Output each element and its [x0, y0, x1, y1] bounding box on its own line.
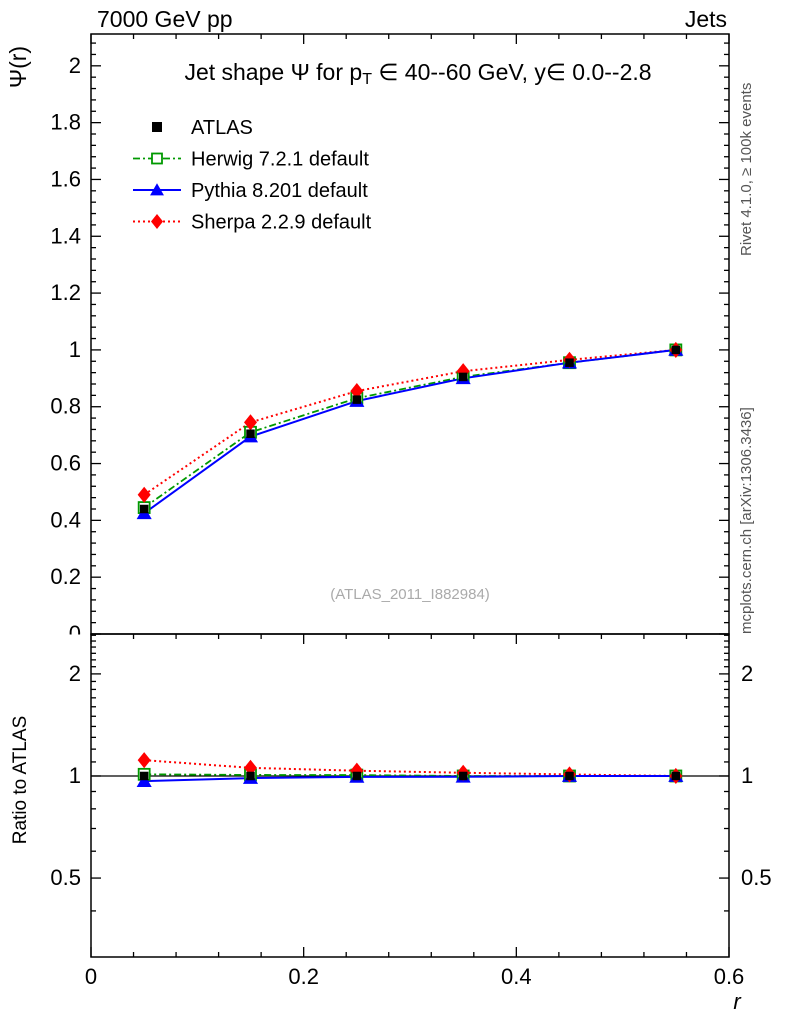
svg-text:1.2: 1.2	[50, 280, 81, 305]
svg-text:Jet shape Ψ for pT ∈ 40--60 Ge: Jet shape Ψ for pT ∈ 40--60 GeV, y∈ 0.0-…	[184, 59, 651, 88]
svg-text:0.2: 0.2	[50, 564, 81, 589]
svg-text:0.4: 0.4	[501, 964, 532, 989]
svg-text:2: 2	[69, 661, 81, 686]
svg-text:0.2: 0.2	[288, 964, 319, 989]
svg-text:Herwig 7.2.1 default: Herwig 7.2.1 default	[191, 149, 369, 171]
svg-text:0.5: 0.5	[741, 865, 772, 890]
svg-text:Rivet 4.1.0, ≥ 100k events: Rivet 4.1.0, ≥ 100k events	[738, 83, 755, 256]
svg-text:0.4: 0.4	[50, 507, 81, 532]
svg-text:1.6: 1.6	[50, 166, 81, 191]
svg-text:(ATLAS_2011_I882984): (ATLAS_2011_I882984)	[330, 586, 490, 603]
svg-text:1: 1	[69, 337, 81, 362]
svg-text:0.8: 0.8	[50, 394, 81, 419]
svg-text:7000 GeV pp: 7000 GeV pp	[97, 6, 233, 32]
svg-text:0.6: 0.6	[714, 964, 745, 989]
svg-text:Ψ(r): Ψ(r)	[5, 46, 31, 88]
svg-text:mcplots.cern.ch [arXiv:1306.34: mcplots.cern.ch [arXiv:1306.3436]	[738, 407, 755, 634]
svg-text:0.6: 0.6	[50, 451, 81, 476]
svg-text:0: 0	[85, 964, 97, 989]
svg-text:Pythia 8.201 default: Pythia 8.201 default	[191, 180, 368, 202]
svg-text:1: 1	[69, 763, 81, 788]
svg-text:ATLAS: ATLAS	[191, 117, 253, 139]
svg-text:Ratio to ATLAS: Ratio to ATLAS	[10, 716, 31, 845]
svg-text:0.5: 0.5	[50, 865, 81, 890]
svg-text:2: 2	[69, 53, 81, 78]
svg-text:1.4: 1.4	[50, 223, 81, 248]
svg-text:1: 1	[741, 763, 753, 788]
svg-text:2: 2	[741, 661, 753, 686]
svg-text:Sherpa 2.2.9 default: Sherpa 2.2.9 default	[191, 212, 372, 234]
svg-text:Jets: Jets	[685, 6, 727, 32]
svg-text:1.8: 1.8	[50, 110, 81, 135]
